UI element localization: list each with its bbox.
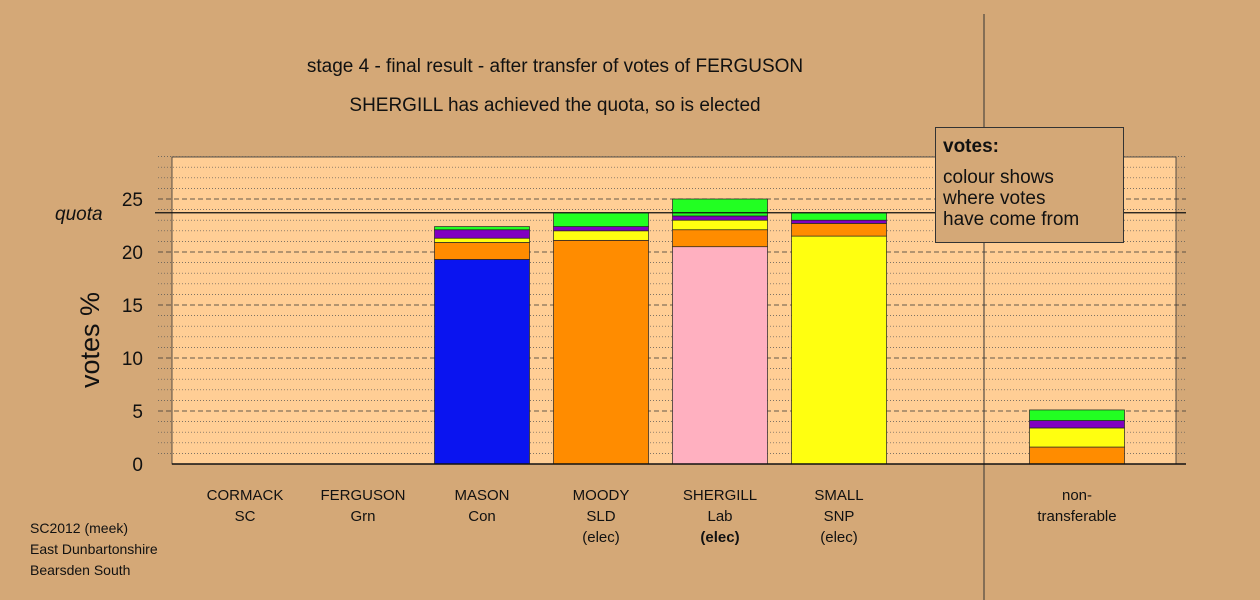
bar-segment [1029, 420, 1125, 429]
bar-segment [672, 246, 768, 465]
bar-segment [553, 212, 649, 227]
bar-segment [434, 229, 530, 239]
footer-line: Bearsden South [30, 562, 131, 578]
y-tick-label: 25 [122, 190, 143, 211]
x-category-label: Grn [350, 508, 375, 525]
x-category-label: (elec) [582, 529, 620, 546]
bar-segment [672, 198, 768, 217]
x-category-label: CORMACK [207, 487, 284, 504]
quota-label: quota [55, 204, 103, 225]
bar-segment [1029, 427, 1125, 448]
x-category-label: SMALL [814, 487, 863, 504]
bar-segment [672, 215, 768, 221]
x-category-label: SC [235, 508, 256, 525]
x-category-label: SNP [824, 508, 855, 525]
bar-moody [553, 212, 649, 465]
footer-line: SC2012 (meek) [30, 520, 129, 536]
x-category-label: Lab [707, 508, 732, 525]
bar-segment [791, 219, 887, 224]
x-category-label: Con [468, 508, 496, 525]
bar-segment [553, 239, 649, 465]
x-category-label: non- [1062, 487, 1092, 504]
bar-segment [791, 223, 887, 237]
bar-segment [672, 229, 768, 248]
x-category-label: FERGUSON [320, 487, 405, 504]
x-category-label: SHERGILL [683, 487, 757, 504]
bar-segment [553, 226, 649, 232]
x-category-label: MOODY [573, 487, 630, 504]
bar-segment [791, 212, 887, 221]
legend-line: where votes [943, 188, 1046, 209]
bar-shergill [672, 198, 768, 465]
x-category-label: transferable [1037, 508, 1116, 525]
y-tick-label: 5 [132, 402, 143, 423]
x-category-label: SLD [586, 508, 615, 525]
bar-mason [434, 226, 530, 465]
bar-segment [553, 230, 649, 241]
legend-line: have come from [943, 209, 1080, 230]
bar-segment [434, 242, 530, 260]
bar-segment [434, 237, 530, 243]
y-tick-label: 10 [122, 349, 143, 370]
bar-segment [672, 219, 768, 231]
bar-segment [1029, 409, 1125, 421]
bar-segment [434, 259, 530, 465]
bar-small [791, 212, 887, 465]
bar-non [1029, 409, 1125, 465]
legend-box: votes: colour shows where votes have com… [935, 127, 1124, 243]
x-category-label: MASON [454, 487, 509, 504]
footer-caption: SC2012 (meek) East Dunbartonshire Bearsd… [30, 518, 158, 581]
bar-segment [1029, 446, 1125, 465]
chart-subtitle: SHERGILL has achieved the quota, so is e… [349, 95, 761, 116]
x-category-label: (elec) [700, 529, 739, 546]
y-tick-label: 20 [122, 243, 143, 264]
bar-segment [791, 235, 887, 465]
legend-heading: votes: [943, 136, 999, 157]
y-tick-label: 15 [122, 296, 143, 317]
bar-segment [434, 226, 530, 231]
y-axis-title: votes % [75, 292, 105, 388]
legend-line: colour shows [943, 167, 1054, 188]
x-category-label: (elec) [820, 529, 858, 546]
y-tick-label: 0 [132, 455, 143, 476]
chart-title: stage 4 - final result - after transfer … [306, 56, 804, 77]
footer-line: East Dunbartonshire [30, 541, 158, 557]
